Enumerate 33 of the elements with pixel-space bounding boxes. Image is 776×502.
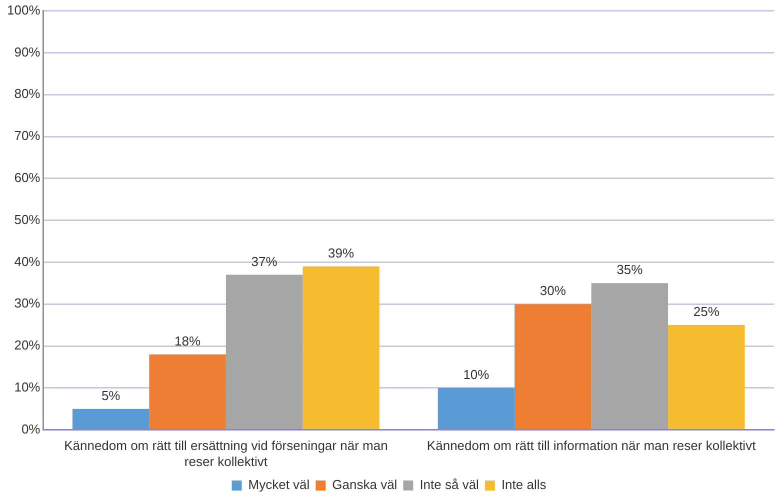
data-label: 35% [616, 262, 644, 278]
y-tick-label: 80% [14, 86, 41, 102]
legend-label: Mycket väl [248, 477, 310, 492]
bar [591, 283, 668, 430]
x-tick-label: Kännedom om rätt till information när man reser kollektivt [426, 438, 756, 454]
legend-label: Inte så väl [420, 477, 480, 492]
y-tick-label: 70% [14, 128, 41, 144]
y-tick-label: 10% [14, 379, 41, 394]
bar [302, 266, 380, 430]
data-label: 39% [328, 245, 354, 260]
y-tick-label: 100% [7, 2, 41, 18]
data-label: 25% [693, 304, 720, 320]
bar [226, 274, 303, 430]
y-tick-label: 60% [14, 170, 41, 185]
bar [514, 304, 592, 430]
legend-label: Ganska väl [332, 477, 398, 492]
y-tick-label: 50% [14, 212, 41, 227]
legend-label: Inte alls [501, 477, 547, 492]
x-tick-label: Kännedom om rätt till ersättning vid förseningar när man reser kollektivt [64, 438, 388, 469]
bar [668, 325, 745, 430]
bar [149, 354, 226, 430]
y-tick-label: 40% [14, 254, 41, 269]
y-tick-label: 20% [14, 338, 41, 353]
bar [72, 408, 150, 430]
data-label: 5% [101, 388, 121, 403]
data-label: 37% [251, 254, 278, 269]
y-tick-label: 90% [14, 44, 41, 60]
data-label: 30% [540, 283, 566, 298]
bar [438, 388, 515, 430]
y-tick-label: 0% [21, 421, 41, 436]
y-tick-label: 30% [14, 296, 41, 311]
data-label: 18% [174, 333, 202, 348]
data-label: 10% [463, 366, 490, 382]
